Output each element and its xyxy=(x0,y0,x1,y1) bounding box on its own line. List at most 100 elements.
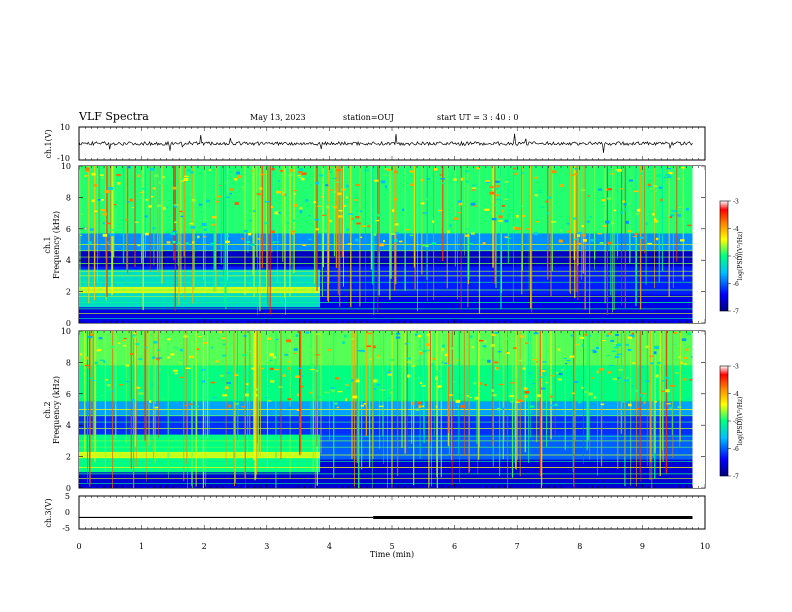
spectrogram-speckle xyxy=(615,342,620,345)
spectrogram-speckle xyxy=(577,400,582,404)
spectrogram-speckle xyxy=(212,216,217,219)
spectrogram-speckle xyxy=(587,195,590,197)
spectrogram-speckle xyxy=(508,179,511,181)
spectrogram-speckle xyxy=(342,341,345,344)
spectrogram-speckle xyxy=(409,234,414,237)
spectrogram-speckle xyxy=(224,386,229,390)
spectrogram-speckle xyxy=(344,384,349,386)
spectrogram-speckle xyxy=(542,369,547,371)
y-tick-label: 2 xyxy=(66,288,71,297)
spectrogram-speckle xyxy=(125,218,129,221)
x-axis-label: Time (min) xyxy=(370,550,414,559)
spectrogram-speckle xyxy=(106,222,111,225)
spectrogram-speckle xyxy=(359,210,363,213)
spectrogram-speckle xyxy=(632,362,636,364)
spectrogram-speckle xyxy=(594,183,598,186)
spectrogram-speckle xyxy=(687,331,691,335)
y-tick-label: 10 xyxy=(61,162,71,171)
spectrogram-speckle xyxy=(510,382,516,384)
spectrogram-speckle xyxy=(504,198,509,200)
spectrogram-speckle xyxy=(345,398,348,402)
spectrogram-speckle xyxy=(515,227,521,230)
spectrogram-speckle xyxy=(338,209,343,212)
spectrogram-speckle xyxy=(592,350,597,353)
spectrogram-speckle xyxy=(353,219,356,223)
spectrogram-speckle xyxy=(458,202,463,206)
spectrogram-speckle xyxy=(422,350,427,353)
spectrogram-speckle xyxy=(416,359,420,363)
spectrogram-speckle xyxy=(581,225,584,228)
spectrogram-speckle xyxy=(89,228,94,231)
spectrogram-speckle xyxy=(524,395,528,399)
spectrogram-speckle xyxy=(522,215,525,217)
spectrogram-band xyxy=(79,250,693,267)
spectrogram-speckle xyxy=(84,227,87,230)
spectrogram-speckle xyxy=(411,365,416,367)
spectrogram-speckle xyxy=(310,364,315,367)
spectrogram-speckle xyxy=(654,346,660,349)
spectrogram-speckle xyxy=(660,198,663,202)
spectrogram-speckle xyxy=(658,186,663,189)
spectrogram-speckle xyxy=(134,221,139,223)
spectrogram-speckle xyxy=(645,380,650,383)
spectrogram-speckle xyxy=(376,214,381,217)
spectrogram-speckle xyxy=(304,192,308,195)
spectrogram-speckle xyxy=(278,386,283,388)
spectrogram-speckle xyxy=(249,351,254,353)
spectrogram-speckle xyxy=(538,190,542,192)
spectrogram-speckle xyxy=(317,205,322,207)
spectrogram-speckle xyxy=(495,211,498,214)
spectrogram-speckle xyxy=(389,391,392,394)
spectrogram-speckle xyxy=(234,177,238,181)
spectrogram-speckle xyxy=(671,209,675,213)
spectrogram-speckle xyxy=(256,193,261,196)
spectrogram-speckle xyxy=(174,221,177,224)
spectrogram-speckle xyxy=(616,377,621,379)
spectrogram-speckle xyxy=(180,215,184,218)
spectrogram-speckle xyxy=(229,188,234,191)
spectrogram-speckle xyxy=(185,242,189,246)
spectrogram-speckle xyxy=(655,237,659,241)
spectrogram-speckle xyxy=(668,171,673,175)
spectrogram-speckle xyxy=(647,183,651,187)
spectrogram-speckle xyxy=(517,399,523,402)
spectrogram-speckle xyxy=(395,232,399,235)
spectrogram-speckle xyxy=(625,343,630,346)
spectrogram-speckle xyxy=(683,356,688,359)
spectrogram-speckle xyxy=(518,359,523,362)
spectrogram-speckle xyxy=(222,343,226,346)
spectrogram-speckle xyxy=(677,177,681,181)
spectrogram-speckle xyxy=(336,169,342,172)
spectrogram-speckle xyxy=(329,219,332,223)
spectrogram-speckle xyxy=(357,350,362,352)
spectrogram-speckle xyxy=(210,346,214,349)
spectrogram-speckle xyxy=(251,367,256,370)
spectrogram-speckle xyxy=(599,241,604,244)
spectrogram-speckle xyxy=(596,370,599,374)
colorbar-tick-label: -3 xyxy=(733,364,739,371)
spectrogram-speckle xyxy=(276,190,281,194)
spectrogram-speckle xyxy=(142,187,147,190)
spectrogram-speckle xyxy=(208,169,211,171)
spectrogram-speckle xyxy=(274,368,279,371)
spectrogram-speckle xyxy=(547,196,552,199)
spectrogram-speckle xyxy=(137,244,141,247)
spectrogram-speckle xyxy=(575,344,580,346)
spectrogram-speckle xyxy=(462,191,466,194)
spectrogram-speckle xyxy=(504,219,509,223)
ch3-wave-ylabel: ch.3(V) xyxy=(44,498,53,527)
spectrogram-speckle xyxy=(292,190,298,192)
spectrogram-speckle xyxy=(106,241,110,244)
spectrogram-speckle xyxy=(487,359,491,363)
spectrogram-speckle xyxy=(144,232,149,236)
x-tick-label: 1 xyxy=(139,542,144,551)
spectrogram-speckle xyxy=(187,169,192,172)
spectrogram-speckle xyxy=(613,342,618,344)
spectrogram-speckle xyxy=(345,196,348,199)
spectrogram-speckle xyxy=(360,404,364,407)
spectrogram-speckle xyxy=(455,359,459,361)
spectrogram-speckle xyxy=(504,236,508,238)
spectrogram-speckle xyxy=(117,235,121,238)
spectrogram-speckle xyxy=(474,396,480,400)
spectrogram-speckle xyxy=(116,174,121,177)
